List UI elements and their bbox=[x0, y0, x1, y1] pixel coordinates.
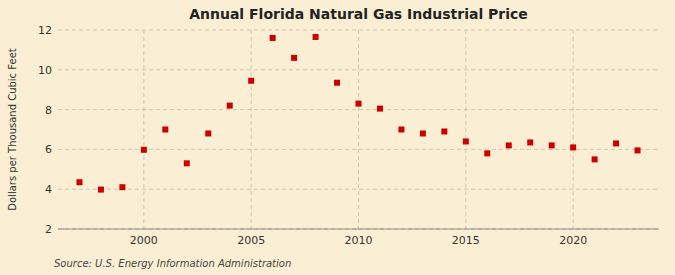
point bbox=[162, 127, 168, 133]
y-tick-label: 8 bbox=[45, 104, 52, 117]
point bbox=[441, 128, 447, 134]
point bbox=[484, 150, 490, 156]
point bbox=[506, 142, 512, 148]
y-grid-line bbox=[58, 69, 659, 70]
point bbox=[227, 103, 233, 109]
x-axis-line bbox=[58, 229, 659, 230]
y-tick-label: 12 bbox=[38, 24, 52, 37]
y-grid-line bbox=[58, 229, 659, 230]
point bbox=[76, 179, 82, 185]
y-tick-label: 10 bbox=[38, 64, 52, 77]
y-tick-label: 2 bbox=[45, 223, 52, 236]
x-tick-label: 2010 bbox=[345, 234, 373, 247]
chart: 2 4 6 8 10 12 2000 2005 2010 2015 2020 Annual Flori… bbox=[0, 0, 675, 275]
points bbox=[76, 34, 640, 193]
title: Annual Florida Natural Gas Industrial Pr… bbox=[189, 6, 528, 22]
point bbox=[248, 78, 254, 84]
point bbox=[377, 106, 383, 112]
x-grid-line bbox=[358, 30, 359, 229]
x-grid-line bbox=[465, 30, 466, 229]
point bbox=[184, 160, 190, 166]
point bbox=[570, 144, 576, 150]
point bbox=[613, 140, 619, 146]
point bbox=[98, 187, 104, 193]
source-note: Source: U.S. Energy Information Administ… bbox=[54, 258, 291, 269]
chart-container: 2 4 6 8 10 12 2000 2005 2010 2015 2020 Annual Flori… bbox=[0, 0, 675, 275]
y-tick-label: 4 bbox=[45, 183, 52, 196]
y-grid-line bbox=[58, 189, 659, 190]
x-grid-line bbox=[251, 30, 252, 229]
point bbox=[270, 35, 276, 41]
point bbox=[549, 142, 555, 148]
point bbox=[205, 130, 211, 136]
point bbox=[635, 147, 641, 153]
point bbox=[334, 80, 340, 86]
point bbox=[463, 138, 469, 144]
point bbox=[291, 55, 297, 61]
x-tick-label: 2015 bbox=[452, 234, 480, 247]
point bbox=[356, 101, 362, 107]
point bbox=[398, 127, 404, 133]
point bbox=[592, 156, 598, 162]
y-axis-label: Dollars per Thousand Cubic Feet bbox=[7, 48, 18, 211]
point bbox=[313, 34, 319, 40]
grid bbox=[58, 30, 659, 229]
x-tick-label: 2005 bbox=[237, 234, 265, 247]
x-tick-label: 2020 bbox=[559, 234, 587, 247]
point bbox=[119, 184, 125, 190]
x-grid-line bbox=[573, 30, 574, 229]
y-tick-label: 6 bbox=[45, 143, 52, 156]
x-grid-line bbox=[143, 30, 144, 229]
point bbox=[141, 147, 147, 153]
point bbox=[420, 130, 426, 136]
x-tick-label: 2000 bbox=[130, 234, 158, 247]
point bbox=[527, 139, 533, 145]
